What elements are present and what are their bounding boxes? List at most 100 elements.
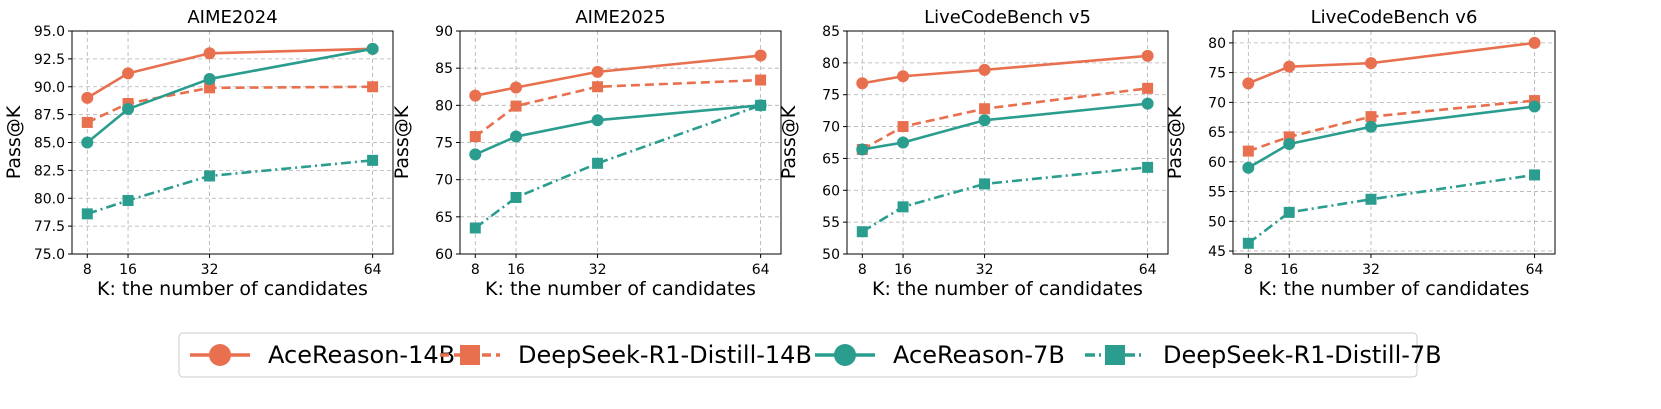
panel-title: AIME2024 bbox=[187, 7, 277, 28]
y-tick-label: 95.0 bbox=[34, 24, 65, 40]
series-deepseek-r1-distill-14b bbox=[469, 74, 767, 143]
data-point bbox=[856, 77, 869, 90]
y-tick-label: 65 bbox=[1208, 125, 1226, 141]
x-tick-label: 8 bbox=[83, 262, 92, 278]
panel-livecodebench-v6: 45 50 55 60 65 70 75 80 8 16 32 64 LiveCodeBench v6 K… bbox=[1164, 7, 1556, 300]
y-tick-label: 90.0 bbox=[34, 80, 65, 96]
data-point bbox=[754, 49, 767, 62]
y-tick-label: 75 bbox=[435, 136, 453, 152]
y-tick-label: 70 bbox=[1208, 95, 1226, 111]
y-tick-label: 90 bbox=[435, 24, 453, 40]
series-line bbox=[861, 166, 1148, 233]
series-line bbox=[1247, 173, 1535, 245]
plot-frame bbox=[71, 30, 394, 255]
grid bbox=[72, 30, 393, 255]
y-tick-label: 50 bbox=[1208, 214, 1226, 230]
legend-frame bbox=[178, 332, 1418, 378]
data-point bbox=[367, 154, 379, 166]
data-point bbox=[1283, 131, 1295, 143]
data-point bbox=[367, 81, 379, 93]
series-deepseek-r1-distill-7b bbox=[469, 99, 767, 234]
series-acereason-7b bbox=[856, 97, 1154, 156]
series-line bbox=[861, 87, 1148, 151]
data-point bbox=[81, 208, 93, 220]
data-point bbox=[1242, 161, 1255, 174]
panel-livecodebench-v5: 50 55 60 65 70 75 80 85 8 16 32 64 LiveCodeBench v5 K… bbox=[778, 7, 1169, 300]
y-tick-label: 85 bbox=[435, 61, 453, 77]
series-acereason-14b bbox=[1242, 36, 1541, 90]
y-tick-label: 87.5 bbox=[34, 108, 65, 124]
x-tick-label: 64 bbox=[752, 262, 770, 278]
x-axis-label: K: the number of candidates bbox=[872, 278, 1143, 300]
data-point bbox=[1142, 161, 1154, 173]
series-line bbox=[86, 85, 373, 124]
data-point bbox=[81, 136, 94, 149]
series-line bbox=[474, 104, 762, 230]
series-acereason-7b bbox=[81, 42, 379, 149]
series-line bbox=[86, 159, 373, 216]
series-line bbox=[86, 47, 373, 144]
grid bbox=[847, 30, 1168, 255]
series-line bbox=[475, 54, 761, 97]
y-tick-label: 75 bbox=[822, 88, 840, 104]
x-tick-label: 64 bbox=[1526, 262, 1544, 278]
data-point bbox=[1283, 60, 1296, 73]
series-deepseek-r1-distill-7b bbox=[1242, 169, 1541, 249]
y-tick-label: 80 bbox=[435, 98, 453, 114]
y-tick-label: 77.5 bbox=[34, 219, 65, 235]
data-point bbox=[510, 130, 523, 143]
series-deepseek-r1-distill-7b bbox=[856, 161, 1154, 238]
legend-marker bbox=[834, 344, 856, 366]
data-point bbox=[1528, 100, 1541, 113]
y-axis-label: Pass@K bbox=[3, 105, 25, 179]
x-tick-label: 16 bbox=[1280, 262, 1298, 278]
data-point bbox=[366, 42, 379, 55]
data-point bbox=[1242, 145, 1254, 157]
data-point bbox=[979, 178, 991, 190]
grid bbox=[460, 30, 781, 255]
legend-marker bbox=[1105, 345, 1125, 365]
y-tick-label: 50 bbox=[822, 247, 840, 263]
data-point bbox=[1142, 82, 1154, 94]
y-tick-label: 65 bbox=[435, 210, 453, 226]
data-point bbox=[1242, 237, 1254, 249]
y-tick-label: 80.0 bbox=[34, 191, 65, 207]
series-line bbox=[1247, 41, 1535, 85]
y-tick-label: 85.0 bbox=[34, 136, 65, 152]
x-tick-label: 16 bbox=[894, 262, 912, 278]
series-acereason-14b bbox=[81, 42, 379, 104]
x-tick-label: 64 bbox=[1139, 262, 1157, 278]
data-point bbox=[510, 81, 523, 94]
data-point bbox=[591, 114, 604, 127]
x-axis-label: K: the number of candidates bbox=[97, 278, 368, 300]
x-tick-label: 8 bbox=[858, 262, 867, 278]
data-point bbox=[1242, 77, 1255, 90]
data-point bbox=[856, 143, 869, 156]
data-point bbox=[204, 82, 216, 94]
legend-item-deepseek-r1-distill-7b: DeepSeek-R1-Distill-7B bbox=[1085, 341, 1442, 369]
grid bbox=[1233, 31, 1555, 254]
legend-label: AceReason-14B bbox=[268, 341, 455, 369]
y-tick-label: 65 bbox=[822, 151, 840, 167]
panel-title: LiveCodeBench v5 bbox=[924, 7, 1091, 28]
data-point bbox=[510, 192, 522, 204]
x-tick-label: 64 bbox=[364, 262, 382, 278]
panel-aime2025: 60 65 70 75 80 85 90 8 16 32 64 AIME2025 K: the numb… bbox=[391, 7, 782, 300]
y-tick-label: 75.0 bbox=[34, 247, 65, 263]
data-point bbox=[897, 201, 909, 213]
legend-label: DeepSeek-R1-Distill-7B bbox=[1163, 341, 1442, 369]
series-acereason-7b bbox=[1242, 100, 1541, 174]
series-line bbox=[474, 78, 761, 138]
data-point bbox=[122, 194, 134, 206]
data-point bbox=[1365, 120, 1377, 133]
data-point bbox=[591, 65, 604, 78]
y-tick-label: 60 bbox=[822, 183, 840, 199]
y-tick-label: 70 bbox=[822, 120, 840, 136]
data-point bbox=[1283, 206, 1295, 218]
y-axis-label: Pass@K bbox=[778, 105, 800, 179]
series-line bbox=[1247, 99, 1535, 153]
series-line bbox=[86, 47, 373, 100]
y-tick-label: 60 bbox=[1208, 155, 1226, 171]
y-tick-label: 82.5 bbox=[34, 163, 65, 179]
